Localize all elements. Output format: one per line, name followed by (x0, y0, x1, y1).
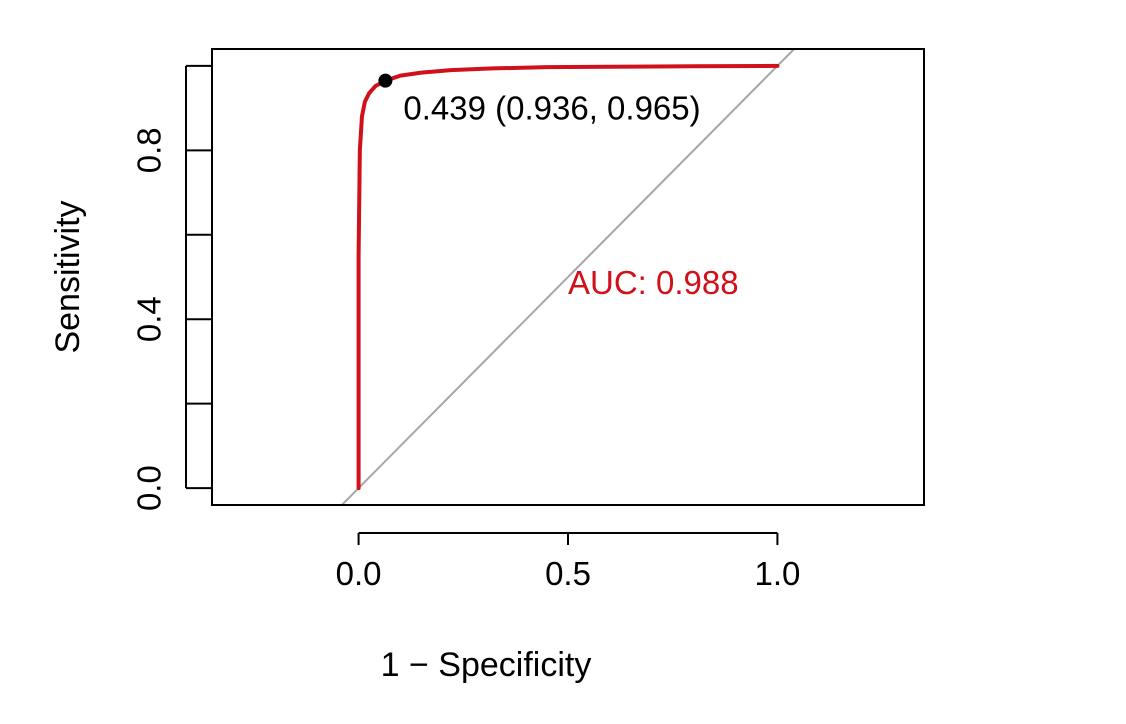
x-tick-label: 0.5 (545, 555, 591, 592)
axes: 0.0 0.5 1.0 0.0 0.4 0.8 (131, 64, 800, 592)
reference-diagonal-line (340, 49, 796, 505)
x-tick-label: 1.0 (754, 555, 800, 592)
threshold-point (378, 73, 393, 88)
annotations: 0.439 (0.936, 0.965) AUC: 0.988 (403, 90, 738, 301)
y-axis-title: Sensitivity (49, 200, 87, 353)
x-axis-title: 1 − Specificity (381, 646, 592, 684)
y-tick-label: 0.8 (131, 127, 168, 173)
plot-frame (211, 48, 925, 506)
roc-curve-line (356, 63, 780, 491)
auc-label: AUC: 0.988 (568, 264, 739, 301)
y-tick-label: 0.4 (131, 296, 168, 342)
y-tick-label: 0.0 (131, 465, 168, 511)
plot-area (340, 49, 796, 505)
x-tick-label: 0.0 (336, 555, 382, 592)
threshold-label: 0.439 (0.936, 0.965) (403, 90, 700, 127)
